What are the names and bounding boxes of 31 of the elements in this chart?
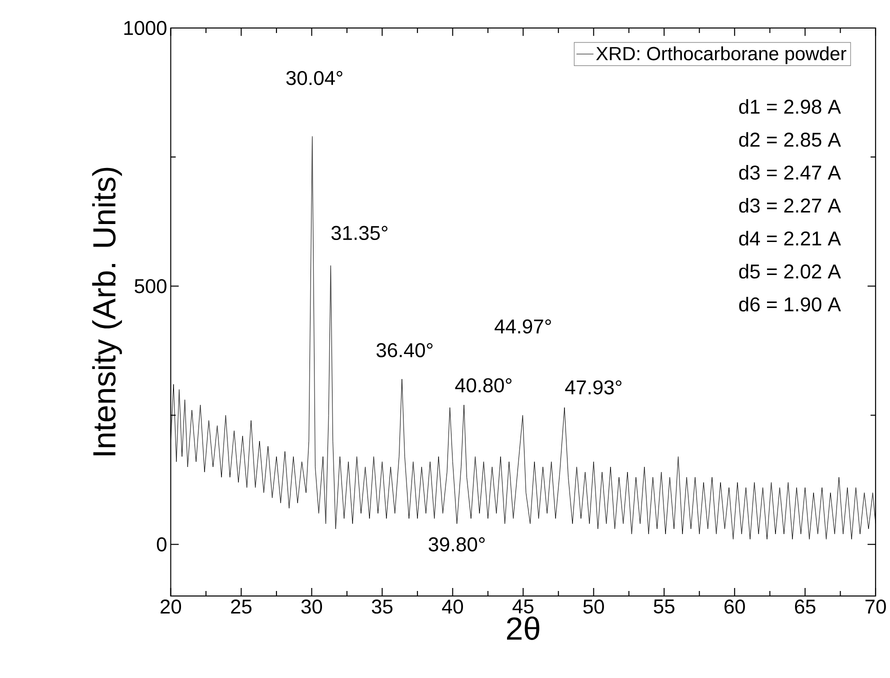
x-axis-title: 2θ: [506, 616, 540, 640]
y-tick-label: 0: [156, 537, 166, 552]
annotation: 36.40°: [376, 343, 433, 358]
x-tick-label: 30: [301, 600, 322, 614]
annotation: d3 = 2.47 A: [739, 165, 841, 180]
legend-label: XRD: Orthocarborane powder: [596, 46, 846, 64]
y-tick-label: 500: [134, 279, 166, 294]
x-tick-label: 40: [442, 600, 463, 614]
x-tick-label: 45: [512, 600, 534, 614]
annotation: d5 = 2.02 A: [739, 264, 841, 279]
x-tick-label: 60: [724, 600, 745, 614]
annotation: d1 = 2.98 A: [739, 99, 841, 114]
x-tick-label: 55: [654, 600, 674, 614]
x-tick-label: 70: [866, 600, 886, 614]
annotation: d6 = 1.90 A: [739, 296, 841, 312]
annotation: d3 = 2.27 A: [739, 198, 841, 213]
x-tick-label: 35: [372, 600, 392, 614]
x-tick-label: 20: [160, 600, 182, 614]
annotation: 44.97°: [494, 319, 551, 334]
y-tick-label: 1000: [124, 20, 166, 36]
annotation: 47.93°: [565, 380, 622, 395]
annotation: 40.80°: [455, 378, 512, 392]
annotation: 39.80°: [428, 537, 485, 552]
x-tick-label: 65: [795, 600, 816, 614]
annotation: d4 = 2.21 A: [739, 230, 841, 246]
y-axis-title: Intensity (Arb. Units): [92, 168, 122, 456]
annotation: 31.35°: [331, 226, 388, 240]
x-tick-label: 50: [583, 600, 604, 614]
annotation: 30.04°: [286, 71, 342, 86]
annotation: d2 = 2.85 A: [739, 132, 841, 147]
x-tick-label: 25: [231, 600, 252, 614]
